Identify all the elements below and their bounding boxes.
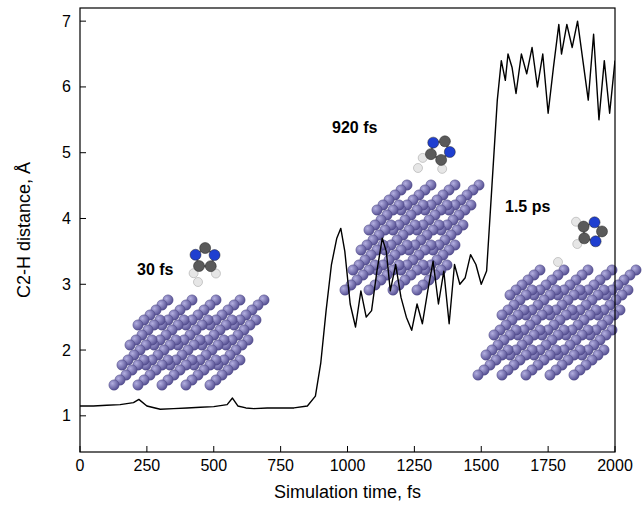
carbon	[439, 136, 450, 147]
y-tick-label: 7	[62, 13, 71, 30]
x-axis-title: Simulation time, fs	[274, 482, 421, 502]
atom	[125, 340, 135, 350]
y-tick	[80, 415, 86, 416]
x-tick-label: 1000	[330, 457, 366, 474]
nitrogen	[190, 249, 201, 260]
x-tick-label: 750	[267, 457, 294, 474]
atom	[372, 205, 382, 215]
y-axis-title: C2-H distance, Å	[14, 162, 34, 298]
carbon	[436, 154, 447, 165]
x-tick-label: 1750	[530, 457, 566, 474]
atom	[157, 380, 167, 390]
x-tick-label: 0	[76, 457, 85, 474]
plot-area	[80, 21, 615, 409]
x-tick-label: 1500	[463, 457, 499, 474]
hydrogen	[554, 258, 563, 267]
x-tick	[548, 446, 549, 452]
illustrations	[109, 136, 641, 390]
atom	[181, 380, 191, 390]
atom	[356, 245, 366, 255]
x-tick	[213, 446, 214, 452]
atom	[364, 225, 374, 235]
nitrogen	[428, 137, 439, 148]
molecule	[414, 136, 456, 174]
atom	[473, 370, 483, 380]
atom	[545, 370, 555, 380]
plot-frame	[80, 8, 615, 452]
carbon	[596, 226, 607, 237]
carbon	[205, 261, 216, 272]
x-tick-label: 250	[134, 457, 161, 474]
atom	[117, 360, 127, 370]
y-tick-label: 6	[62, 78, 71, 95]
nitrogen	[590, 236, 601, 247]
y-tick-label: 2	[62, 342, 71, 359]
atom	[364, 285, 374, 295]
carbon	[200, 243, 211, 254]
x-tick	[280, 446, 281, 452]
hydrogen	[194, 278, 203, 287]
metal-slab	[340, 180, 484, 295]
atom	[481, 350, 491, 360]
atom	[489, 330, 499, 340]
x-tick	[414, 446, 415, 452]
x-tick-label: 2000	[597, 457, 633, 474]
y-tick-label: 1	[62, 407, 71, 424]
atom	[133, 380, 143, 390]
carbon	[579, 233, 590, 244]
nitrogen	[589, 217, 600, 228]
x-tick-label: 1250	[397, 457, 433, 474]
atom	[205, 380, 215, 390]
x-tick	[615, 446, 616, 452]
hydrogen	[414, 164, 423, 173]
nitrogen	[209, 250, 220, 261]
y-tick	[80, 350, 86, 351]
y-tick	[80, 218, 86, 219]
atom	[497, 370, 507, 380]
y-tick	[80, 21, 86, 22]
y-tick-label: 3	[62, 276, 71, 293]
x-tick-label: 500	[200, 457, 227, 474]
annotation: 920 fs	[332, 119, 377, 136]
chart: 0 250 500 750 1000 1250 1500 1750 2000 1 2 3 4 5 6 7 Sim…	[0, 0, 642, 513]
carbon	[194, 261, 205, 272]
nitrogen	[444, 146, 455, 157]
hydrogen	[438, 164, 447, 173]
atom	[569, 370, 579, 380]
metal-slab	[473, 265, 641, 380]
atom	[133, 320, 143, 330]
carbon	[578, 221, 589, 232]
atom	[348, 265, 358, 275]
metal-slab	[109, 295, 269, 390]
y-tick	[80, 152, 86, 153]
x-tick	[347, 446, 348, 452]
x-tick	[80, 446, 81, 452]
annotation: 30 fs	[137, 261, 174, 278]
atom	[412, 285, 422, 295]
atom	[497, 310, 507, 320]
atom	[521, 370, 531, 380]
molecule	[554, 217, 608, 267]
y-tick-label: 4	[62, 210, 71, 227]
atom	[505, 290, 515, 300]
y-tick-label: 5	[62, 144, 71, 161]
annotation: 1.5 ps	[505, 198, 550, 215]
distance-line	[80, 21, 615, 409]
y-tick	[80, 86, 86, 87]
y-tick	[80, 284, 86, 285]
molecule	[189, 243, 220, 287]
x-tick	[146, 446, 147, 452]
carbon	[425, 149, 436, 160]
x-tick	[481, 446, 482, 452]
atom	[109, 380, 119, 390]
